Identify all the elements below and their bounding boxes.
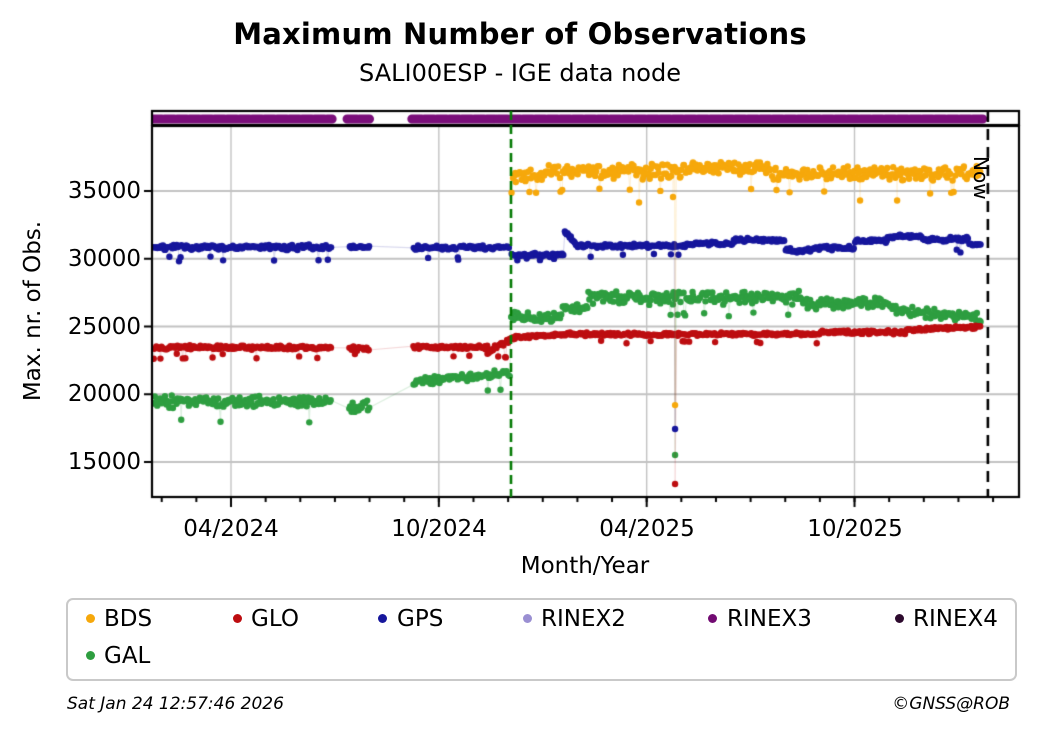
legend-label-bds: BDS xyxy=(104,606,153,632)
x-axis-label: Month/Year xyxy=(520,553,650,579)
y-tick-20000: 20000 xyxy=(67,381,141,407)
legend-label-gal: GAL xyxy=(104,643,151,669)
y-tick-15000: 15000 xyxy=(67,449,141,475)
y-axis-label: Max. nr. of Obs. xyxy=(20,220,46,402)
legend-label-rinex4: RINEX4 xyxy=(913,606,998,632)
now-line-label: Now xyxy=(969,156,993,200)
legend-label-glo: GLO xyxy=(251,606,299,632)
chart-subtitle: SALI00ESP - IGE data node xyxy=(359,59,681,87)
legend-dot-gps xyxy=(378,614,387,623)
legend-label-rinex2: RINEX2 xyxy=(541,606,626,632)
legend-dot-glo xyxy=(233,614,242,623)
x-tick-10-2025: 10/2025 xyxy=(807,516,903,542)
y-tick-30000: 30000 xyxy=(67,246,141,272)
x-tick-10-2024: 10/2024 xyxy=(391,516,487,542)
legend-label-gps: GPS xyxy=(397,606,444,632)
legend-dot-rinex4 xyxy=(895,614,904,623)
credit-text: ©GNSS@ROB xyxy=(892,694,1010,714)
chart-title: Maximum Number of Observations xyxy=(233,17,807,51)
legend-dot-bds xyxy=(86,614,95,623)
legend-dot-rinex3 xyxy=(708,614,717,623)
timestamp-text: Sat Jan 24 12:57:46 2026 xyxy=(67,694,284,714)
y-tick-25000: 25000 xyxy=(67,314,141,340)
legend-dot-rinex2 xyxy=(523,614,532,623)
legend xyxy=(66,598,1017,681)
legend-dot-gal xyxy=(86,651,95,660)
x-tick-04-2024: 04/2024 xyxy=(183,516,279,542)
x-tick-04-2025: 04/2025 xyxy=(599,516,695,542)
legend-label-rinex3: RINEX3 xyxy=(727,606,812,632)
y-tick-35000: 35000 xyxy=(67,178,141,204)
